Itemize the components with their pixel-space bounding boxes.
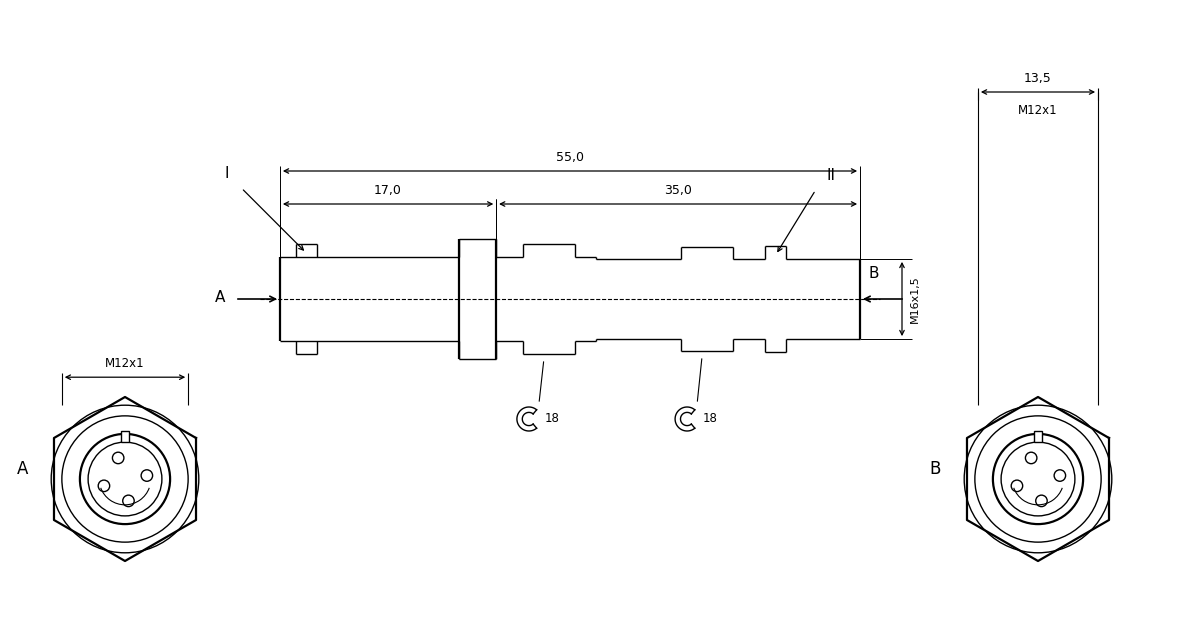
Polygon shape	[1034, 432, 1042, 442]
Text: 17,0: 17,0	[374, 184, 402, 197]
Polygon shape	[121, 432, 130, 442]
Text: M12x1: M12x1	[1018, 104, 1058, 117]
Text: 18: 18	[703, 413, 718, 425]
Text: B: B	[930, 460, 941, 478]
Text: II: II	[826, 168, 835, 183]
Text: A: A	[215, 290, 226, 304]
Text: 13,5: 13,5	[1024, 72, 1052, 85]
Text: M12x1: M12x1	[106, 357, 145, 370]
Text: B: B	[868, 266, 878, 281]
Text: 18: 18	[545, 413, 559, 425]
Text: 55,0: 55,0	[556, 151, 584, 164]
Text: 35,0: 35,0	[664, 184, 692, 197]
Text: M16x1,5: M16x1,5	[910, 275, 920, 323]
Text: A: A	[17, 460, 28, 478]
Text: I: I	[224, 166, 229, 181]
